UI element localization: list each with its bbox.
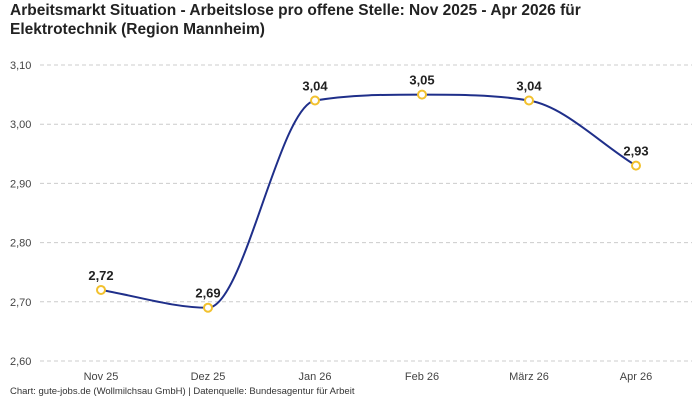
data-label: 2,72 [88,268,113,283]
data-point [96,284,106,295]
y-tick-label: 2,60 [10,356,31,368]
y-tick-label: 2,70 [10,297,31,309]
data-label: 2,69 [195,286,220,301]
x-axis: Nov 25 Dez 25 Jan 26 Feb 26 März 26 Apr 26 [84,371,653,383]
x-tick-label: Dez 25 [191,371,226,383]
data-label: 3,04 [302,79,328,94]
y-tick-label: 2,80 [10,238,31,250]
y-tick-label: 2,90 [10,178,31,190]
x-tick-label: Jan 26 [298,371,331,383]
data-point [310,95,320,106]
data-point [524,95,534,106]
x-tick-label: März 26 [509,371,549,383]
chart-source: Chart: gute-jobs.de (Wollmilchsau GmbH) … [10,386,355,397]
data-label: 2,93 [623,144,648,159]
data-label: 3,05 [409,73,434,88]
series-line [100,93,637,309]
y-tick-label: 3,10 [10,60,31,72]
data-point [203,302,213,313]
data-markers [96,89,641,313]
x-tick-label: Feb 26 [405,371,439,383]
chart-title: Arbeitsmarkt Situation - Arbeitslose pro… [10,2,581,38]
data-labels: 2,72 2,69 3,04 3,05 3,04 2,93 [88,73,648,301]
x-tick-label: Nov 25 [84,371,119,383]
data-point [417,89,427,100]
grid-lines [40,64,692,362]
y-tick-label: 3,00 [10,119,31,131]
data-label: 3,04 [516,79,542,94]
data-point [631,160,641,171]
x-tick-label: Apr 26 [620,371,652,383]
y-axis: 2,60 2,70 2,80 2,90 3,00 3,10 [10,60,31,368]
